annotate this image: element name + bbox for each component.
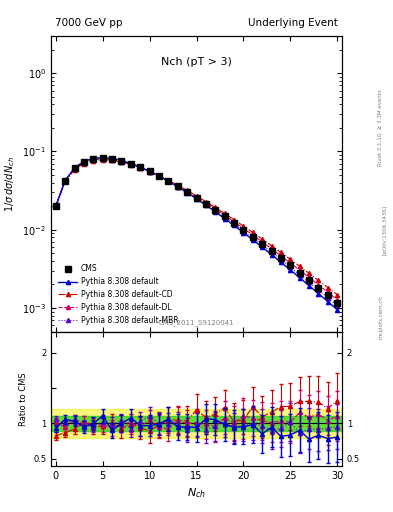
Text: Nch (pT > 3): Nch (pT > 3)	[161, 56, 232, 67]
Text: 7000 GeV pp: 7000 GeV pp	[55, 18, 123, 28]
Text: CMS_2011_S9120041: CMS_2011_S9120041	[159, 319, 234, 326]
Bar	[51, 416, 342, 431]
Text: [arXiv:1306.3436]: [arXiv:1306.3436]	[382, 205, 387, 255]
Bar	[51, 409, 342, 438]
Text: Underlying Event: Underlying Event	[248, 18, 338, 28]
Y-axis label: $1/\sigma\,d\sigma/dN_{ch}$: $1/\sigma\,d\sigma/dN_{ch}$	[3, 156, 17, 211]
Y-axis label: Ratio to CMS: Ratio to CMS	[18, 372, 28, 425]
Legend: CMS, Pythia 8.308 default, Pythia 8.308 default-CD, Pythia 8.308 default-DL, Pyt: CMS, Pythia 8.308 default, Pythia 8.308 …	[55, 261, 182, 328]
Text: mcplots.cern.ch: mcplots.cern.ch	[378, 295, 383, 339]
Text: Rivet 3.1.10, ≥ 3.3M events: Rivet 3.1.10, ≥ 3.3M events	[378, 90, 383, 166]
X-axis label: $N_{ch}$: $N_{ch}$	[187, 486, 206, 500]
